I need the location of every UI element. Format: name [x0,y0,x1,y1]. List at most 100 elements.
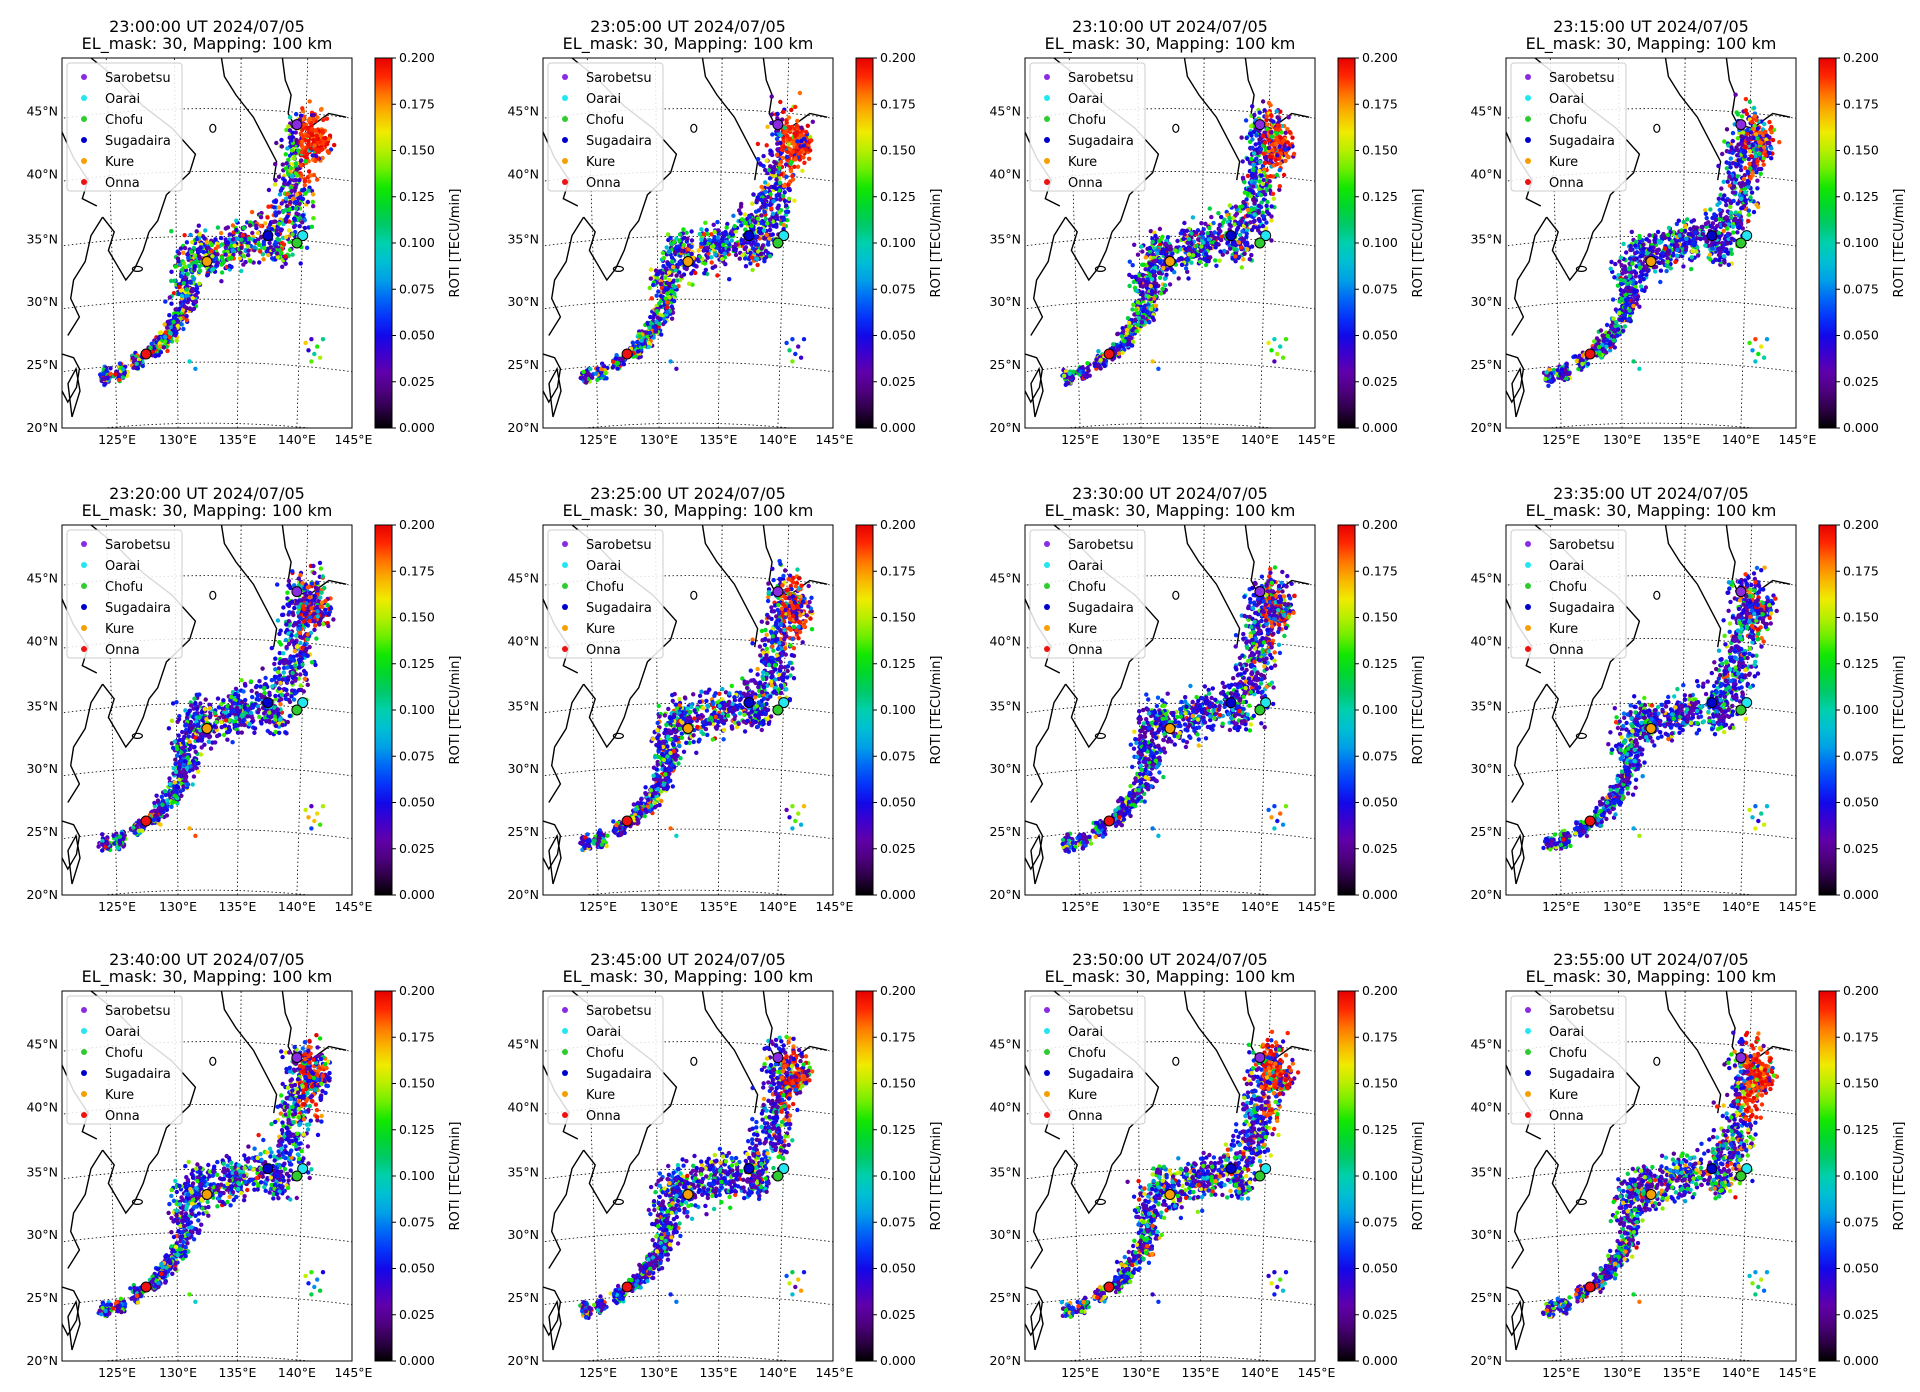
roti-point [731,214,735,218]
roti-point [1140,320,1144,324]
roti-point [765,159,769,163]
roti-point [182,299,186,303]
roti-point [802,337,806,341]
roti-point [1191,215,1195,219]
roti-point [1278,344,1282,348]
colorbar-tick-label: 0.175 [1362,96,1398,111]
roti-point [231,237,235,241]
roti-point [1254,157,1258,161]
roti-point [1122,339,1126,343]
roti-point [1244,235,1248,239]
roti-point [320,147,324,151]
lon-tick-label: 125°E [98,432,136,447]
roti-point [1282,173,1286,177]
roti-point [761,243,765,247]
roti-point [1267,146,1271,150]
roti-point [206,273,210,277]
roti-point [768,217,772,221]
legend-label: Chofu [586,113,624,128]
lon-tick-label: 140°E [1241,432,1279,447]
roti-point [651,283,655,287]
roti-point [188,306,192,310]
roti-point [725,225,729,229]
legend-label: Oarai [105,92,140,107]
roti-point [108,366,112,370]
roti-point [162,322,166,326]
legend-marker [562,158,568,164]
roti-point [121,367,125,371]
roti-point [288,136,292,140]
roti-point [1257,137,1261,141]
map-panel: 23:05:00 UT 2024/07/05EL_mask: 30, Mappi… [507,17,944,447]
roti-point [708,238,712,242]
roti-point [234,219,238,223]
station-marker [292,238,302,248]
roti-point [759,162,763,166]
legend-marker [1044,179,1050,185]
roti-point [285,146,289,150]
roti-point [274,213,278,217]
roti-point [762,202,766,206]
roti-point [780,148,784,152]
roti-point [672,299,676,303]
roti-point [778,141,782,145]
roti-point [734,253,738,257]
roti-point [1175,239,1179,243]
roti-point [248,259,252,263]
roti-point [246,249,250,253]
roti-point [1677,219,1681,223]
roti-point [725,240,729,244]
roti-point [1264,204,1268,208]
roti-point [1275,162,1279,166]
roti-point [740,217,744,221]
roti-point [118,361,122,365]
colorbar-tick-label: 0.125 [399,189,435,204]
roti-point [787,197,791,201]
colorbar-tick-label: 0.200 [399,50,435,65]
roti-point [1168,282,1172,286]
roti-point [1292,152,1296,156]
roti-point [196,248,200,252]
roti-point [761,154,765,158]
roti-point [169,270,173,274]
roti-point [303,226,307,230]
roti-point [203,228,207,232]
roti-point [649,276,653,280]
panel-title-config: EL_mask: 30, Mapping: 100 km [82,34,333,54]
roti-point [315,134,319,138]
roti-point [235,237,239,241]
roti-point [1166,235,1170,239]
roti-point [274,141,278,145]
roti-point [197,224,201,228]
lat-tick-label: 20°N [507,420,539,435]
roti-point [785,155,789,159]
roti-point [1252,113,1256,117]
roti-point [189,281,193,285]
roti-point [1271,119,1275,123]
roti-point [258,249,262,253]
legend-label: Sugadaira [105,134,171,149]
colorbar-label: ROTI [TECU/min] [1411,189,1426,298]
roti-point [668,236,672,240]
roti-point [588,373,592,377]
roti-point [1122,343,1126,347]
roti-point [775,193,779,197]
legend-label: Kure [105,155,134,170]
roti-point [723,230,727,234]
roti-point [1140,249,1144,253]
roti-point [1135,329,1139,333]
roti-point [1258,219,1262,223]
roti-point [1275,153,1279,157]
roti-point [770,94,774,98]
roti-point [1159,291,1163,295]
roti-point [291,197,295,201]
roti-point [1219,238,1223,242]
roti-point [306,142,310,146]
coastline [1173,124,1179,132]
roti-point [103,382,107,386]
roti-point [257,260,261,264]
roti-point [321,337,325,341]
roti-point [756,217,760,221]
roti-point [280,241,284,245]
roti-point [162,345,166,349]
